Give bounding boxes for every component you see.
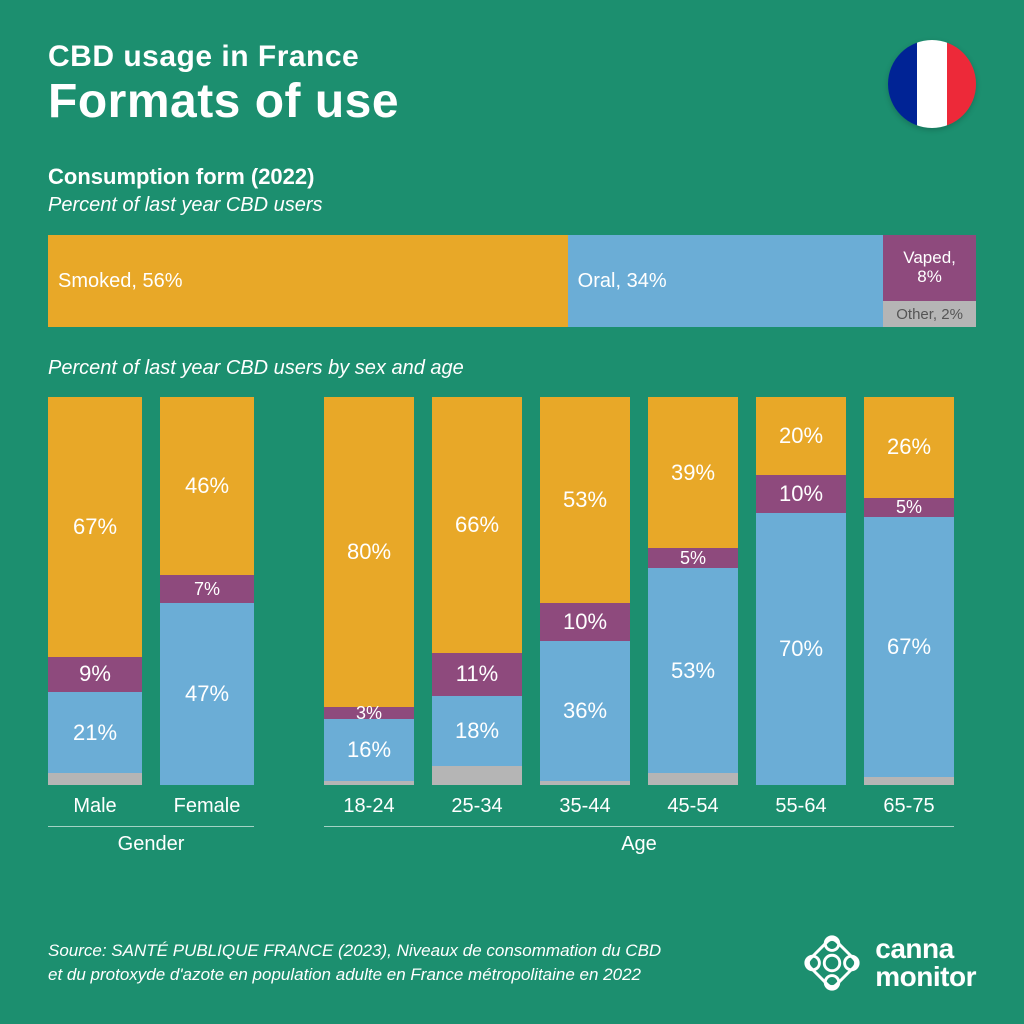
section1-subtitle: Percent of last year CBD users — [48, 194, 976, 217]
title-large: Formats of use — [48, 74, 399, 129]
bar-segment-oral: 53% — [648, 568, 738, 774]
bar-segment-other — [540, 781, 630, 785]
bar-column: 16%3%80% 18-24 — [324, 397, 414, 818]
stacked-bar: 70%10%20% — [756, 397, 846, 785]
bar-segment-vaped: 9% — [48, 657, 142, 692]
logo-text-line1: canna — [875, 935, 976, 963]
bar-label: 18-24 — [343, 795, 394, 818]
bar-segment-other — [48, 773, 142, 785]
bar-segment-oral: 21% — [48, 692, 142, 773]
age-chart-group: 16%3%80%18-2418%11%66%25-3436%10%53%35-4… — [324, 398, 954, 818]
bar-segment-smoked: 66% — [432, 397, 522, 653]
hbar-segment-vaped: Vaped,8% — [883, 235, 976, 301]
stacked-bar: 16%3%80% — [324, 397, 414, 785]
gender-axis-label: Gender — [48, 833, 254, 856]
bar-segment-vaped: 10% — [540, 603, 630, 642]
bar-label: 55-64 — [775, 795, 826, 818]
bar-segment-oral: 18% — [432, 696, 522, 766]
bar-segment-smoked: 26% — [864, 397, 954, 498]
bar-column: 70%10%20% 55-64 — [756, 397, 846, 818]
title-small: CBD usage in France — [48, 40, 399, 74]
cannamonitor-icon — [801, 932, 863, 994]
bar-segment-vaped: 7% — [160, 575, 254, 602]
bar-column: 67%5%26% 65-75 — [864, 397, 954, 818]
flag-stripe — [947, 40, 976, 128]
bar-segment-smoked: 46% — [160, 397, 254, 575]
bar-column: 21%9%67% Male — [48, 397, 142, 818]
bar-segment-vaped: 5% — [648, 548, 738, 567]
bar-label: Female — [174, 795, 241, 818]
hbar-segment-oral: Oral, 34% — [568, 235, 884, 327]
bar-segment-smoked: 20% — [756, 397, 846, 475]
bar-segment-oral: 16% — [324, 719, 414, 781]
axis-line — [48, 826, 254, 827]
bar-segment-oral: 36% — [540, 641, 630, 781]
stacked-bar: 21%9%67% — [48, 397, 142, 785]
stacked-bar: 18%11%66% — [432, 397, 522, 785]
bar-column: 53%5%39% 45-54 — [648, 397, 738, 818]
bar-segment-smoked: 53% — [540, 397, 630, 603]
logo-text-line2: monitor — [875, 963, 976, 991]
bar-label: 25-34 — [451, 795, 502, 818]
bar-segment-vaped: 3% — [324, 707, 414, 719]
bar-segment-oral: 70% — [756, 513, 846, 785]
stacked-bar: 53%5%39% — [648, 397, 738, 785]
consumption-form-bar: Smoked, 56%Oral, 34%Vaped,8%Other, 2% — [48, 235, 976, 327]
hbar-segment-smoked: Smoked, 56% — [48, 235, 568, 327]
flag-stripe — [888, 40, 917, 128]
bar-segment-smoked: 67% — [48, 397, 142, 657]
bar-label: 45-54 — [667, 795, 718, 818]
bar-label: 35-44 — [559, 795, 610, 818]
bar-segment-other — [648, 773, 738, 785]
bar-segment-oral: 47% — [160, 603, 254, 785]
hbar-segment-other: Other, 2% — [883, 301, 976, 327]
bar-label: Male — [73, 795, 116, 818]
stacked-bar: 47%7%46% — [160, 397, 254, 785]
bar-column: 36%10%53% 35-44 — [540, 397, 630, 818]
bar-segment-smoked: 39% — [648, 397, 738, 548]
bar-segment-oral: 67% — [864, 517, 954, 777]
stacked-bar: 36%10%53% — [540, 397, 630, 785]
axis-line — [324, 826, 954, 827]
flag-stripe — [917, 40, 946, 128]
bar-column: 47%7%46% Female — [160, 397, 254, 818]
source-text: Source: SANTÉ PUBLIQUE FRANCE (2023), Ni… — [48, 939, 668, 987]
bar-segment-vaped: 10% — [756, 475, 846, 514]
bar-column: 18%11%66% 25-34 — [432, 397, 522, 818]
brand-logo: canna monitor — [801, 932, 976, 994]
bar-segment-vaped: 11% — [432, 653, 522, 696]
age-axis-label: Age — [324, 833, 954, 856]
bar-segment-vaped: 5% — [864, 498, 954, 517]
section1-title: Consumption form (2022) — [48, 164, 976, 190]
stacked-bar: 67%5%26% — [864, 397, 954, 785]
bar-segment-other — [324, 781, 414, 785]
bar-segment-other — [432, 766, 522, 785]
bar-segment-smoked: 80% — [324, 397, 414, 707]
bar-segment-other — [864, 777, 954, 785]
bar-label: 65-75 — [883, 795, 934, 818]
section2-subtitle: Percent of last year CBD users by sex an… — [48, 357, 976, 380]
gender-chart-group: 21%9%67% Male 47%7%46% Female — [48, 398, 254, 818]
france-flag-icon — [888, 40, 976, 128]
